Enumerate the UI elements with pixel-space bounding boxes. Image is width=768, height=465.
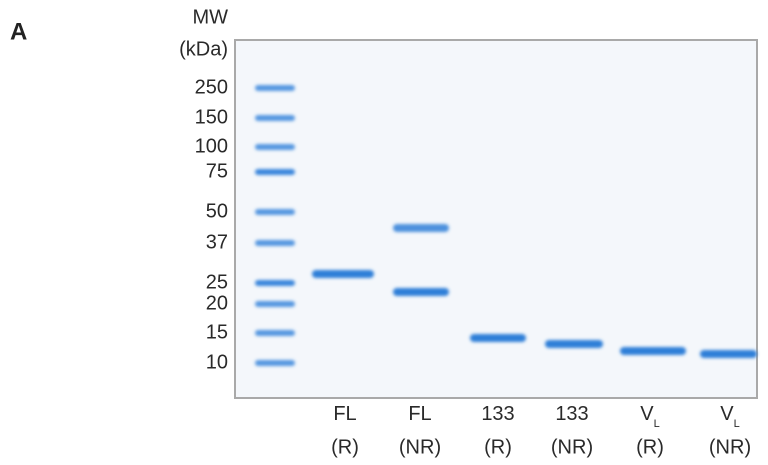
- lane-subscript: L: [734, 418, 740, 430]
- figure: A MW (kDa) 250 150 100 75 50 37 2520 15 10 FL (R) F…: [0, 0, 768, 465]
- mw-unit: (kDa): [179, 38, 228, 60]
- marker-label: 20: [206, 292, 228, 314]
- band: [470, 334, 526, 342]
- marker-label: 10: [206, 351, 228, 373]
- lane-label: 133: [481, 403, 514, 425]
- marker-band: [255, 330, 295, 336]
- lane-condition: (NR): [399, 436, 441, 458]
- band: [700, 350, 757, 358]
- marker-label: 50: [206, 200, 228, 222]
- marker-label: 75: [206, 160, 228, 182]
- marker-band: [255, 169, 295, 175]
- marker-band: [255, 360, 295, 366]
- band: [393, 288, 449, 296]
- marker-label: 250: [195, 76, 228, 98]
- marker-band: [255, 144, 295, 150]
- lane-condition: (NR): [551, 436, 593, 458]
- lane-condition: (R): [636, 436, 664, 458]
- marker-label: 15: [206, 321, 228, 343]
- lane-label: FL: [408, 403, 431, 425]
- marker-band: [255, 85, 295, 91]
- lane-label: FL: [333, 403, 356, 425]
- band: [312, 270, 374, 278]
- marker-band: [255, 240, 295, 246]
- marker-band: [255, 301, 295, 307]
- lane-label: VL: [720, 403, 739, 430]
- marker-label: 37: [206, 231, 228, 253]
- page: {"panel": "A", "mw_label": ["MW", "(kDa)…: [0, 0, 768, 465]
- marker-band: [255, 115, 295, 121]
- lane-name: 133: [481, 403, 514, 425]
- lane-condition: (R): [484, 436, 512, 458]
- marker-band: [255, 209, 295, 215]
- mw-label: MW: [192, 6, 228, 28]
- lane-name: V: [640, 403, 654, 425]
- lane-subscript: L: [654, 418, 660, 430]
- lane-name: FL: [408, 403, 431, 425]
- lane-name: FL: [333, 403, 356, 425]
- band: [620, 347, 686, 355]
- lane-condition: (R): [331, 436, 359, 458]
- marker-label: 25: [206, 271, 228, 293]
- lane-label: 133: [555, 403, 588, 425]
- panel-label: A: [10, 18, 27, 45]
- lane-condition: (NR): [709, 436, 751, 458]
- lane-label: VL: [640, 403, 659, 430]
- marker-band: [255, 280, 295, 286]
- lane-name: V: [720, 403, 734, 425]
- gel: [235, 40, 757, 398]
- band: [393, 224, 449, 232]
- marker-label: 100: [195, 135, 228, 157]
- band: [545, 340, 603, 348]
- lane-name: 133: [555, 403, 588, 425]
- marker-label: 150: [195, 106, 228, 128]
